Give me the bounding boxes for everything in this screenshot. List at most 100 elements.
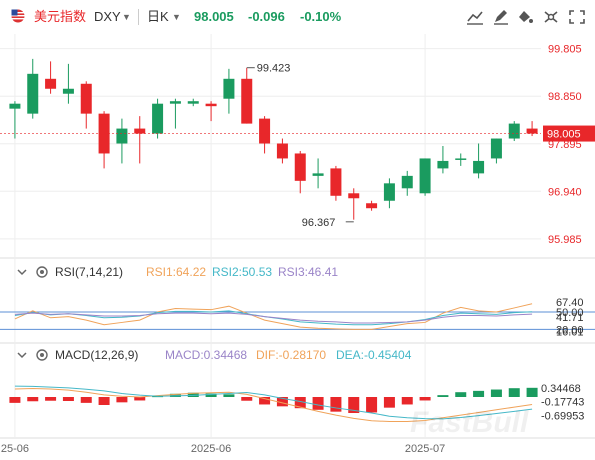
macd-value: MACD:0.34468: [165, 348, 248, 362]
macd-histogram-bar: [401, 397, 413, 405]
rsi-label[interactable]: RSI(7,14,21): [55, 265, 124, 279]
symbol-dropdown-icon[interactable]: ▼: [122, 12, 131, 22]
symbol-name[interactable]: 美元指数: [34, 9, 87, 24]
rsi-axis-tick: 20.00: [556, 324, 584, 336]
macd-histogram-bar: [62, 397, 74, 401]
macd-histogram-bar: [455, 392, 467, 397]
period-selector[interactable]: 日K: [147, 9, 169, 24]
price-axis-tick: 96.940: [548, 186, 582, 198]
rsi-axis-tick: 50.00: [556, 307, 584, 319]
price-tag-bg: [543, 125, 595, 142]
macd-histogram-bar: [294, 397, 306, 409]
macd-histogram-bar: [508, 388, 520, 397]
macd-histogram-bar: [312, 397, 324, 410]
rsi-axis-tick: 41.71: [556, 312, 584, 324]
macd-series-line: [14, 385, 533, 420]
x-axis-label: 2025-07: [405, 443, 445, 455]
price-change: -0.096: [248, 9, 285, 24]
macd-histogram-bar: [330, 397, 342, 412]
candle-body: [473, 160, 485, 174]
rsi-axis-tick: 16.01: [556, 327, 584, 339]
candle-body: [366, 203, 378, 209]
candle-body: [116, 128, 128, 144]
candle-body: [419, 158, 431, 194]
rsi-axis-tick: 67.40: [556, 297, 584, 309]
rsi-series-line: [14, 310, 533, 326]
macd-histogram-bar: [366, 397, 378, 413]
price-axis-tick: 97.895: [548, 139, 582, 151]
macd-histogram-bar: [116, 397, 128, 403]
candle-body: [294, 153, 306, 181]
macd-histogram-bar: [223, 394, 235, 397]
expand-icon[interactable]: [566, 7, 588, 27]
candle-body: [437, 160, 449, 169]
price-axis-tick: 99.805: [548, 44, 582, 56]
macd-histogram-bar: [27, 397, 39, 402]
indicator-settings-icon[interactable]: [35, 348, 49, 362]
price-axis-tick: 98.850: [548, 91, 582, 103]
candle-body: [62, 88, 74, 94]
annotation-high: 99.423: [257, 63, 291, 75]
symbol-code[interactable]: DXY: [94, 9, 121, 24]
candle-body: [169, 101, 181, 104]
candle-body: [223, 78, 235, 99]
price-axis-tick: 95.985: [548, 234, 582, 246]
candle-body: [241, 78, 253, 124]
macd-histogram-bar: [205, 393, 217, 397]
macd-histogram-bar: [98, 397, 110, 405]
price-tag-text: 98.005: [547, 129, 581, 141]
rsi2-value: RSI2:50.53: [212, 265, 273, 279]
macd-histogram-bar: [187, 392, 199, 397]
macd-axis-tick: -0.69953: [541, 411, 584, 423]
candle-body: [80, 83, 92, 114]
hide-indicator-icon[interactable]: [15, 265, 29, 279]
macd-label[interactable]: MACD(12,26,9): [55, 348, 139, 362]
macd-histogram-bar: [241, 397, 253, 401]
macd-histogram-bar: [419, 397, 431, 401]
macd-axis-tick: -0.17743: [541, 397, 584, 409]
dea-value: DEA:-0.45404: [336, 348, 412, 362]
hide-indicator-icon[interactable]: [15, 348, 29, 362]
settings-icon[interactable]: [540, 7, 562, 27]
macd-histogram-bar: [9, 397, 21, 403]
pencil-icon[interactable]: [490, 7, 512, 27]
candle-body: [348, 193, 360, 199]
current-price: 98.005: [194, 9, 234, 24]
rsi3-value: RSI3:46.41: [278, 265, 339, 279]
us-flag-icon: [11, 9, 25, 23]
fill-icon[interactable]: [514, 7, 536, 27]
candle-body: [383, 183, 395, 201]
macd-histogram-bar: [276, 397, 288, 407]
macd-axis-tick: 0.34468: [541, 383, 581, 395]
x-axis-label: 2025-06: [191, 443, 231, 455]
rsi-series-line: [14, 303, 533, 330]
candle-body: [330, 168, 342, 196]
x-axis-label: 25-06: [1, 443, 29, 455]
macd-histogram-bar: [383, 397, 395, 408]
candle-body: [152, 103, 164, 134]
macd-histogram-bar: [526, 387, 538, 397]
macd-histogram-bar: [134, 397, 146, 401]
price-change-pct: -0.10%: [300, 9, 342, 24]
macd-histogram-bar: [259, 397, 271, 405]
macd-histogram-bar: [169, 393, 181, 397]
rsi1-value: RSI1:64.22: [146, 265, 207, 279]
candle-body: [490, 138, 502, 159]
candle-body: [508, 123, 520, 139]
indicator-settings-icon[interactable]: [35, 265, 49, 279]
candle-body: [401, 175, 413, 189]
draw-line-icon[interactable]: [464, 7, 486, 27]
macd-histogram-bar: [45, 397, 57, 401]
period-dropdown-icon[interactable]: ▼: [172, 12, 181, 22]
candle-body: [9, 103, 21, 109]
macd-histogram-bar: [348, 397, 360, 413]
macd-histogram-bar: [152, 395, 164, 398]
candle-body: [276, 143, 288, 159]
rsi-header: RSI(7,14,21) RSI1:64.22 RSI2:50.53 RSI3:…: [0, 262, 595, 282]
dif-value: DIF:-0.28170: [256, 348, 327, 362]
rsi-series-line: [14, 312, 533, 324]
candle-body: [45, 78, 57, 89]
candle-body: [98, 113, 110, 154]
macd-histogram-bar: [490, 389, 502, 397]
